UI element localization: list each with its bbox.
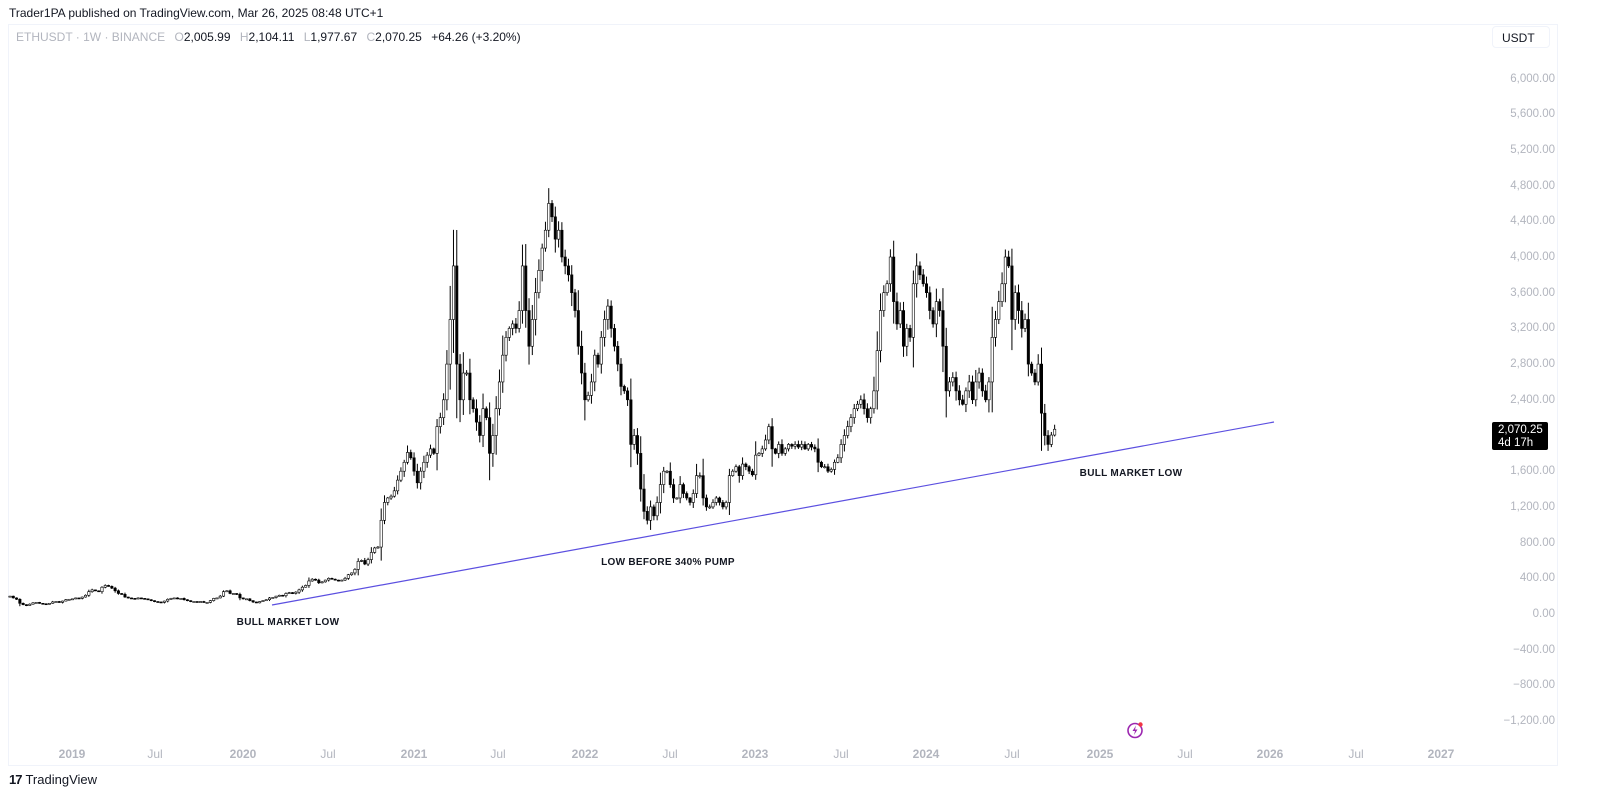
high-key: H <box>239 30 249 44</box>
price-tick: 0.00 <box>1532 608 1555 620</box>
price-tick: 800.00 <box>1519 536 1555 549</box>
time-tick: Jul <box>147 747 163 761</box>
chart-annotation[interactable]: BULL MARKET LOW <box>236 617 340 628</box>
candles <box>8 188 1057 607</box>
price-tick: −400.00 <box>1513 643 1555 656</box>
events-lightning-icon[interactable] <box>1126 721 1144 739</box>
price-tick: 5,600.00 <box>1510 108 1555 121</box>
time-tick: 2024 <box>912 747 940 761</box>
chart-pane[interactable] <box>8 24 1558 766</box>
time-tick: 2022 <box>571 747 599 761</box>
price-tick: −1,200.00 <box>1503 715 1555 728</box>
time-tick: Jul <box>833 747 849 761</box>
time-tick: Jul <box>490 747 506 761</box>
tradingview-logo-icon: 17 <box>9 772 23 787</box>
close-key: C <box>366 30 376 44</box>
high-value: 2,104.11 <box>248 30 295 44</box>
time-tick: 2025 <box>1086 747 1114 761</box>
last-price-value: 2,070.25 <box>1498 424 1543 436</box>
symbol-info[interactable]: ETHUSDT · 1W · BINANCE <box>16 30 166 44</box>
price-tick: 1,600.00 <box>1510 465 1555 478</box>
time-tick: 2027 <box>1427 747 1455 761</box>
price-tick: 6,000.00 <box>1510 72 1555 85</box>
time-tick: Jul <box>1004 747 1020 761</box>
currency-button[interactable]: USDT <box>1492 26 1550 48</box>
price-tick: 4,000.00 <box>1510 251 1555 263</box>
brand-name: TradingView <box>25 772 98 787</box>
chart-annotation[interactable]: BULL MARKET LOW <box>1079 468 1183 479</box>
low-key: L <box>303 30 311 44</box>
price-tick: 3,200.00 <box>1510 322 1555 335</box>
price-tick: 4,400.00 <box>1510 215 1555 228</box>
time-tick: 2023 <box>741 747 769 761</box>
time-tick: 2026 <box>1256 747 1284 761</box>
last-price-badge: 2,070.25 4d 17h <box>1492 422 1548 450</box>
close-value: 2,070.25 <box>375 30 422 44</box>
chart-annotation[interactable]: LOW BEFORE 340% PUMP <box>601 557 735 568</box>
bar-countdown: 4d 17h <box>1498 437 1534 449</box>
low-value: 1,977.67 <box>310 30 358 44</box>
price-tick: 400.00 <box>1519 572 1555 585</box>
price-tick: 4,800.00 <box>1510 179 1555 192</box>
open-key: O <box>174 30 184 44</box>
time-tick: Jul <box>1348 747 1364 761</box>
time-tick: Jul <box>1177 747 1193 761</box>
price-tick: 3,600.00 <box>1510 286 1555 299</box>
open-value: 2,005.99 <box>183 30 231 44</box>
price-axis[interactable]: 6,000.00 5,600.00 5,200.00 4,800.00 4,400.00… <box>1485 50 1555 750</box>
time-tick: 2020 <box>229 747 257 761</box>
price-tick: −800.00 <box>1513 679 1555 692</box>
price-tick: 5,200.00 <box>1510 143 1555 156</box>
price-tick: 1,200.00 <box>1510 500 1555 513</box>
trendline[interactable] <box>271 421 1275 606</box>
time-tick: 2019 <box>58 747 86 761</box>
time-axis[interactable]: 2019 Jul 2020 Jul 2021 Jul 2022 Jul 2023 Jul 2024 J… <box>8 744 1488 764</box>
symbol-legend: ETHUSDT · 1W · BINANCE O2,005.99 H2,104.… <box>16 30 521 44</box>
change-value: +64.26 (+3.20%) <box>431 30 521 44</box>
tradingview-brand[interactable]: 17 TradingView <box>9 772 97 787</box>
time-tick: Jul <box>662 747 678 761</box>
time-tick: 2021 <box>400 747 428 761</box>
price-tick: 2,400.00 <box>1510 393 1555 406</box>
price-tick: 2,800.00 <box>1510 358 1555 371</box>
time-tick: Jul <box>320 747 336 761</box>
publish-line: Trader1PA published on TradingView.com, … <box>9 6 384 20</box>
